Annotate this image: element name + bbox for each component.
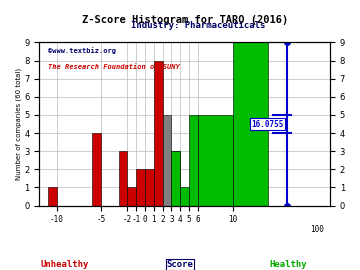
Bar [171,151,180,205]
Y-axis label: Number of companies (60 total): Number of companies (60 total) [15,68,22,180]
Text: The Research Foundation of SUNY: The Research Foundation of SUNY [48,64,180,70]
Text: ©www.textbiz.org: ©www.textbiz.org [48,47,116,54]
Bar [145,169,154,205]
Bar [136,169,145,205]
Text: 16.0755: 16.0755 [252,120,284,129]
Bar [118,151,127,205]
Bar [154,60,163,205]
Bar [233,42,268,205]
Title: Z-Score Histogram for TARO (2016): Z-Score Histogram for TARO (2016) [81,15,288,25]
Bar [92,133,101,205]
Bar [189,115,198,205]
Bar [163,115,171,205]
Text: Unhealthy: Unhealthy [41,260,89,269]
Bar [127,187,136,205]
Bar [48,187,57,205]
Text: 100: 100 [310,225,324,234]
Bar [198,115,233,205]
Bar [171,151,180,205]
Bar [180,187,189,205]
Text: Score: Score [167,260,193,269]
Text: Healthy: Healthy [269,260,307,269]
Text: Industry: Pharmaceuticals: Industry: Pharmaceuticals [131,21,265,30]
